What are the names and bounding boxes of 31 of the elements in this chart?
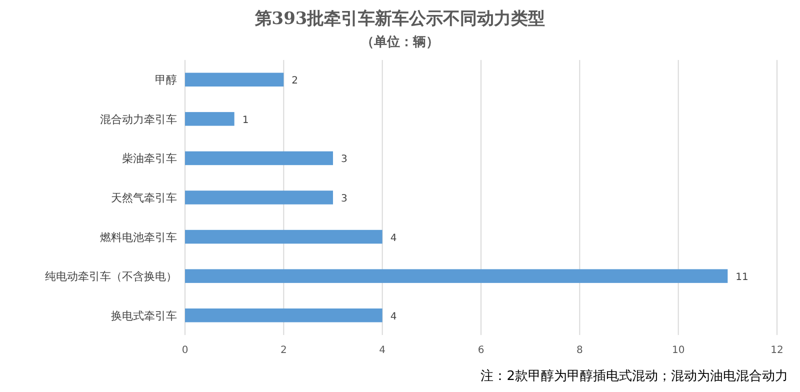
y-tick-label: 甲醇 (155, 74, 177, 87)
bar (185, 269, 728, 283)
x-tick-label: 4 (379, 345, 386, 356)
data-label: 1 (242, 114, 249, 126)
data-label: 11 (736, 272, 748, 284)
y-tick-label: 换电式牵引车 (111, 309, 177, 322)
bar (185, 190, 333, 204)
data-label: 4 (390, 232, 397, 244)
y-tick-label: 天然气牵引车 (111, 192, 177, 204)
bar (185, 112, 234, 126)
x-tick-label: 2 (280, 345, 287, 356)
bar (185, 230, 382, 244)
data-label: 3 (341, 154, 348, 166)
y-tick-label: 柴油牵引车 (122, 152, 177, 166)
text: 注：2款甲醇为甲醇插电式混动；混动为油电混合动力 (480, 369, 788, 384)
chart-title: 第393批牵引车新车公示不同动力类型 (254, 9, 546, 29)
data-label: 4 (390, 311, 397, 322)
y-tick-label: 纯电动牵引车（不含换电） (45, 270, 177, 284)
bar (185, 151, 333, 166)
x-tick-label: 0 (182, 345, 188, 356)
y-tick-label: 混合动力牵引车 (100, 112, 177, 126)
x-tick-label: 8 (576, 345, 583, 356)
chart-subtitle: （单位：辆） (361, 34, 439, 50)
x-tick-label: 6 (478, 345, 484, 356)
data-label: 3 (341, 194, 348, 204)
bar (185, 72, 284, 87)
data-label: 2 (292, 76, 298, 87)
x-tick-label: 10 (672, 345, 685, 356)
x-tick-label: 12 (770, 345, 784, 356)
bar (185, 308, 382, 322)
y-tick-label: 燃料电池牵引车 (100, 230, 177, 244)
